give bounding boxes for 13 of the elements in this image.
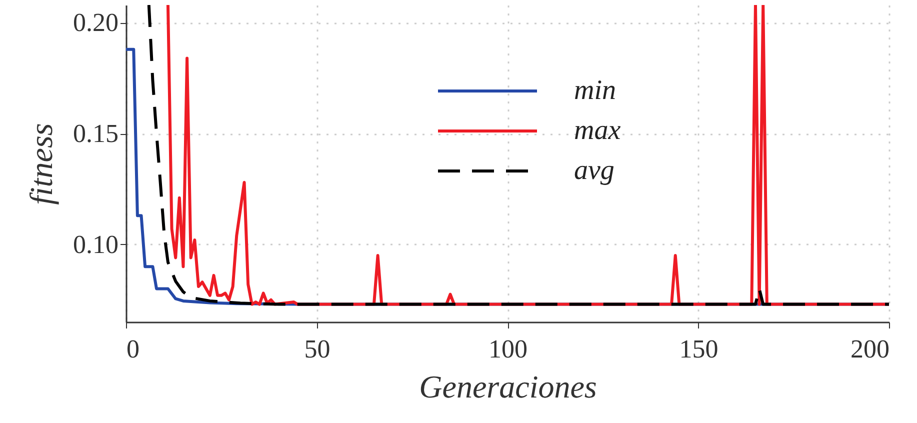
legend-label: min [574,75,616,106]
x-axis-title: Generaciones [419,368,597,404]
x-tick-label: 50 [304,334,330,364]
y-tick-label: 0.15 [73,119,118,148]
y-tick-label: 0.10 [73,230,118,259]
x-tick-label: 100 [488,334,528,364]
y-tick-label: 0.20 [73,8,118,38]
legend-label: max [574,115,622,146]
legend-label: avg [574,155,614,186]
y-axis-title: fitness [23,123,59,205]
x-tick-label: 0 [126,334,140,364]
x-tick-label: 150 [679,334,718,364]
x-tick-label: 200 [850,334,890,364]
